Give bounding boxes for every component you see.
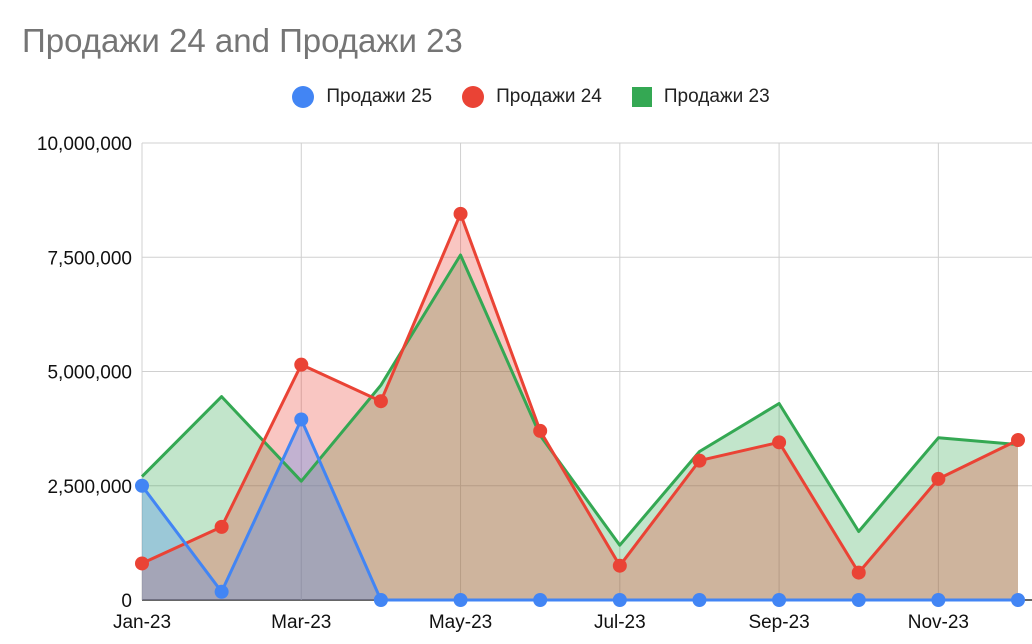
data-point: [931, 471, 946, 486]
x-tick-label: Nov-23: [908, 612, 969, 633]
data-point: [931, 593, 946, 607]
data-point: [533, 593, 548, 607]
y-tick-label: 5,000,000: [47, 363, 132, 384]
data-point: [692, 593, 707, 607]
data-point: [692, 453, 707, 468]
data-point: [453, 206, 468, 221]
legend-swatch-sales-23: [631, 87, 652, 107]
legend-swatch-sales-24: [462, 86, 485, 108]
series-line: [140, 418, 1018, 602]
series-area: [142, 419, 1018, 600]
x-tick-label: Mar-23: [271, 612, 331, 633]
data-point: [1011, 593, 1025, 607]
series-area: [142, 213, 1018, 601]
x-tick-label: May-23: [429, 612, 492, 633]
data-point: [214, 519, 229, 534]
series-line: [140, 253, 1019, 547]
data-point: [612, 593, 627, 607]
data-point: [533, 423, 548, 438]
data-point: [851, 593, 866, 607]
series-areas: [142, 213, 1018, 601]
legend-item-sales-23[interactable]: Продажи 23: [631, 86, 770, 108]
data-point: [294, 412, 309, 427]
legend-item-sales-25[interactable]: Продажи 25: [292, 86, 432, 108]
series-area: [142, 255, 1018, 600]
legend-swatch-sales-25: [292, 86, 315, 108]
legend-label-sales-25: Продажи 25: [326, 86, 433, 107]
data-point: [135, 478, 149, 493]
axis-ticks: 0 2,500,000 5,000,000 7,500,000 10,000,000 Ja…: [37, 134, 969, 633]
data-point: [851, 565, 866, 580]
y-tick-label: 7,500,000: [47, 248, 132, 269]
data-point: [772, 593, 787, 607]
series-line: [141, 212, 1019, 575]
legend-label-sales-23: Продажи 23: [663, 86, 770, 107]
x-tick-label: Jan-23: [113, 612, 171, 633]
chart-title: Продажи 24 and Продажи 23: [22, 22, 463, 59]
data-point: [612, 558, 627, 573]
legend-label-sales-24: Продажи 24: [496, 86, 602, 107]
data-point: [772, 435, 787, 450]
legend-item-sales-24[interactable]: Продажи 24: [462, 86, 602, 108]
data-point: [373, 394, 388, 409]
x-tick-label: Jul-23: [594, 612, 646, 633]
y-tick-label: 10,000,000: [37, 134, 132, 155]
series-points: [135, 206, 1025, 607]
data-point: [294, 357, 309, 372]
data-point: [1011, 433, 1025, 448]
chart-legend: Продажи 25 Продажи 24 Продажи 23: [0, 86, 1032, 108]
y-tick-label: 0: [121, 591, 132, 612]
data-point: [135, 556, 149, 571]
series-lines: [140, 212, 1019, 602]
data-point: [373, 593, 388, 607]
y-tick-label: 2,500,000: [47, 477, 132, 498]
x-tick-label: Sep-23: [748, 612, 809, 633]
data-point: [214, 584, 229, 599]
data-point: [453, 593, 468, 607]
